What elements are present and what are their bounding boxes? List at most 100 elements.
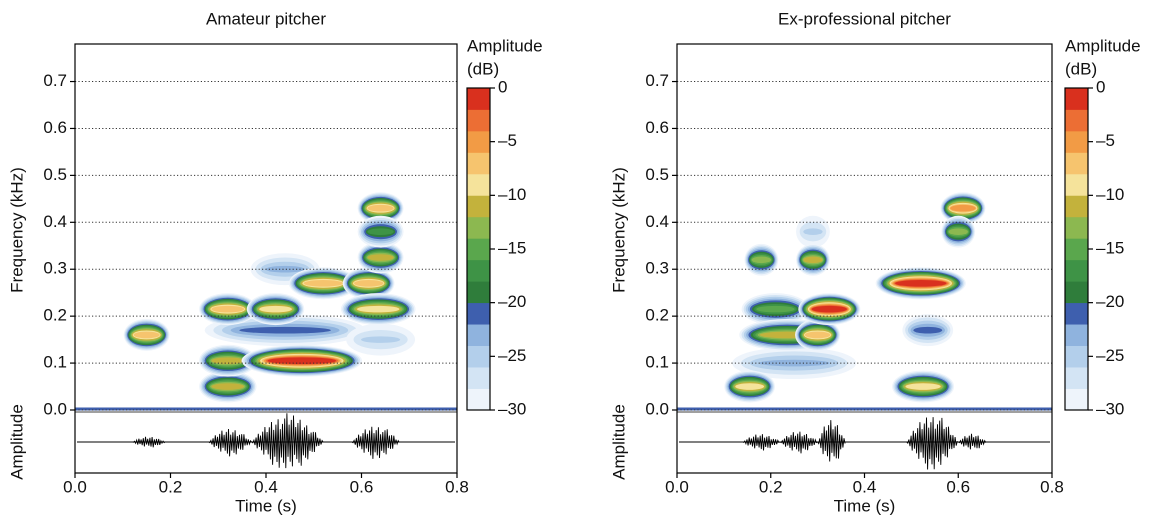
colorbar-band — [467, 173, 490, 196]
blob — [357, 241, 404, 274]
colorbar-unit: (dB) — [467, 59, 499, 78]
colorbar-band — [467, 367, 490, 389]
blob-layer — [211, 357, 245, 365]
colorbar-tick-label: –5 — [1096, 131, 1115, 150]
panel: 0.0 0.1 0.2 0.3 0.4 0.5 0.6 0.7 0.0 0.2 0.4 0.6 0.8 E… — [609, 9, 1140, 515]
blob-layer — [751, 256, 772, 264]
y-tick-label: 0.5 — [43, 165, 67, 184]
y-tick-label: 0.4 — [43, 212, 67, 231]
chart-title: Amateur pitcher — [206, 9, 326, 28]
colorbar-tick-label: 0 — [1096, 77, 1105, 96]
blob-layer — [367, 254, 394, 261]
blob — [892, 370, 955, 403]
waveform-burst — [251, 413, 324, 469]
blob — [796, 215, 830, 248]
y-tick-label: 0.3 — [645, 259, 669, 278]
y-tick-label: 0.7 — [43, 71, 67, 90]
waveform-burst — [906, 417, 958, 470]
x-tick-label: 0.8 — [1040, 477, 1064, 496]
blob-layer — [367, 228, 394, 235]
colorbar-tick-label: –15 — [498, 238, 526, 257]
colorbar-band — [467, 388, 490, 411]
colorbar-tick-label: –25 — [1096, 346, 1124, 365]
blob — [941, 215, 976, 248]
colorbar-band — [467, 109, 490, 132]
blob-layer — [758, 359, 830, 367]
amplitude-label: Amplitude — [609, 404, 628, 480]
blob — [357, 192, 404, 225]
colorbar-band — [467, 324, 490, 346]
blob — [199, 370, 257, 403]
colorbar-band — [467, 238, 490, 261]
colorbar-title: Amplitude — [467, 36, 543, 55]
y-tick-label: 0.1 — [645, 353, 669, 372]
colorbar-band — [1065, 345, 1088, 368]
x-tick-label: 0.0 — [63, 477, 87, 496]
colorbar-band — [1065, 302, 1088, 325]
waveform-burst — [958, 433, 987, 450]
y-tick-label: 0.0 — [645, 399, 669, 418]
blob — [288, 267, 358, 300]
y-tick-label: 0.0 — [43, 399, 67, 418]
colorbar-band — [1065, 152, 1088, 175]
blob-layer — [360, 336, 401, 343]
blob-layer — [948, 228, 968, 235]
blob-layer — [950, 204, 976, 212]
blob — [875, 267, 966, 300]
x-tick-label: 0.2 — [759, 477, 783, 496]
panel: 0.0 0.1 0.2 0.3 0.4 0.5 0.6 0.7 0.0 0.2 0.4 0.6 0.8 A… — [7, 9, 542, 515]
colorbar-band — [467, 259, 490, 282]
waveform-burst — [817, 420, 846, 462]
colorbar-tick-label: –10 — [1096, 185, 1124, 204]
spectrogram — [123, 192, 416, 403]
spectrogram — [724, 192, 986, 403]
blob — [796, 243, 830, 276]
colorbar-tick-label: –25 — [498, 346, 526, 365]
blob — [940, 192, 986, 225]
colorbar-band — [467, 152, 490, 175]
y-tick-label: 0.6 — [645, 118, 669, 137]
x-tick-label: 0.4 — [853, 477, 877, 496]
colorbar-band — [467, 195, 490, 218]
blob-layer — [804, 331, 831, 339]
y-tick-label: 0.2 — [645, 306, 669, 325]
blob-layer — [265, 265, 305, 273]
blob-layer — [239, 326, 331, 334]
y-tick-label: 0.4 — [645, 212, 669, 231]
colorbar-band — [1065, 367, 1088, 389]
y-tick-label: 0.1 — [43, 353, 67, 372]
blob — [340, 293, 416, 326]
x-tick-label: 0.2 — [159, 477, 183, 496]
blob-layer — [211, 383, 245, 390]
blob-layer — [367, 204, 394, 212]
x-axis-label: Time (s) — [834, 496, 896, 515]
y-tick-label: 0.6 — [43, 118, 67, 137]
x-tick-label: 0.4 — [254, 477, 278, 496]
waveform-burst — [208, 428, 252, 457]
blob-layer — [735, 383, 765, 390]
y-tick-label: 0.7 — [645, 71, 669, 90]
y-tick-label: 0.5 — [645, 165, 669, 184]
colorbar-tick-label: –20 — [498, 292, 526, 311]
colorbar-band — [1065, 216, 1088, 239]
blob — [204, 314, 366, 347]
blob — [123, 318, 170, 351]
blob — [357, 215, 404, 248]
colorbar-band — [1065, 259, 1088, 282]
blob — [902, 314, 954, 347]
colorbar-tick-label: –30 — [1096, 399, 1124, 418]
x-tick-label: 0.8 — [445, 477, 469, 496]
colorbar-band — [467, 216, 490, 239]
colorbar-band — [1065, 195, 1088, 218]
blob-layer — [756, 305, 795, 313]
blob-layer — [267, 357, 337, 365]
blob — [241, 344, 363, 377]
blob — [246, 293, 305, 326]
blob-layer — [803, 256, 823, 264]
blob-layer — [905, 383, 941, 390]
colorbar-tick-label: –30 — [498, 399, 526, 418]
colorbar-band — [1065, 130, 1088, 153]
blob — [795, 318, 841, 351]
colorbar-tick-label: 0 — [498, 77, 507, 96]
